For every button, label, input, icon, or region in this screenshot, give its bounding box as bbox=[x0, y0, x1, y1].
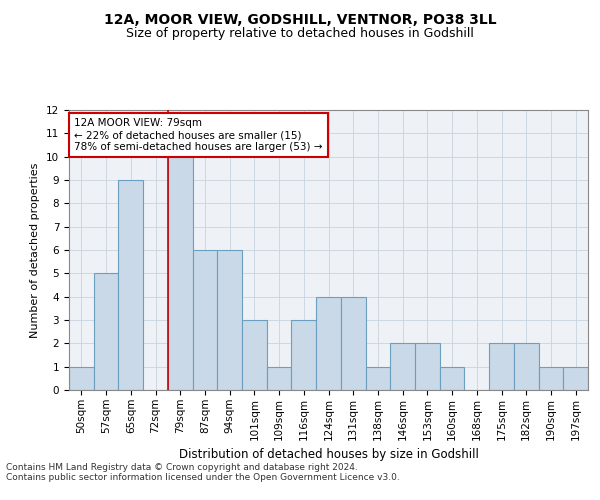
Bar bbox=[440, 366, 464, 390]
Bar bbox=[489, 344, 514, 390]
Text: 12A MOOR VIEW: 79sqm
← 22% of detached houses are smaller (15)
78% of semi-detac: 12A MOOR VIEW: 79sqm ← 22% of detached h… bbox=[74, 118, 323, 152]
Bar bbox=[563, 366, 588, 390]
Bar bbox=[118, 180, 143, 390]
Bar bbox=[514, 344, 539, 390]
Text: Size of property relative to detached houses in Godshill: Size of property relative to detached ho… bbox=[126, 28, 474, 40]
Bar bbox=[193, 250, 217, 390]
Bar bbox=[390, 344, 415, 390]
Bar bbox=[539, 366, 563, 390]
X-axis label: Distribution of detached houses by size in Godshill: Distribution of detached houses by size … bbox=[179, 448, 478, 461]
Bar bbox=[267, 366, 292, 390]
Bar bbox=[292, 320, 316, 390]
Bar bbox=[94, 274, 118, 390]
Bar bbox=[69, 366, 94, 390]
Text: 12A, MOOR VIEW, GODSHILL, VENTNOR, PO38 3LL: 12A, MOOR VIEW, GODSHILL, VENTNOR, PO38 … bbox=[104, 12, 496, 26]
Bar bbox=[242, 320, 267, 390]
Text: Contains HM Land Registry data © Crown copyright and database right 2024.
Contai: Contains HM Land Registry data © Crown c… bbox=[6, 462, 400, 482]
Bar bbox=[341, 296, 365, 390]
Y-axis label: Number of detached properties: Number of detached properties bbox=[31, 162, 40, 338]
Bar bbox=[217, 250, 242, 390]
Bar bbox=[365, 366, 390, 390]
Bar bbox=[168, 156, 193, 390]
Bar bbox=[415, 344, 440, 390]
Bar bbox=[316, 296, 341, 390]
